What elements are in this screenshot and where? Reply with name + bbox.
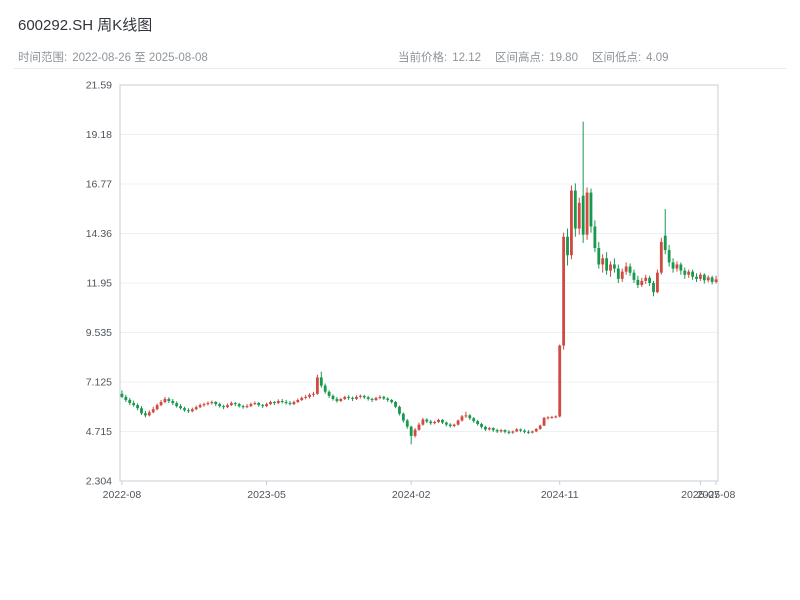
plot-border xyxy=(119,84,719,482)
svg-text:2024-02: 2024-02 xyxy=(392,489,431,501)
candles-layer xyxy=(120,121,718,445)
header-divider xyxy=(14,68,786,69)
svg-text:9.535: 9.535 xyxy=(86,327,112,339)
svg-text:7.125: 7.125 xyxy=(86,377,112,389)
stat-value: 4.09 xyxy=(646,52,669,64)
stat-current-price: 当前价格: 12.12 xyxy=(398,49,481,65)
svg-text:2023-05: 2023-05 xyxy=(247,489,286,501)
page-title: 600292.SH 周K线图 xyxy=(18,17,153,34)
svg-text:4.715: 4.715 xyxy=(86,426,112,438)
gridlines xyxy=(120,133,718,432)
stat-label: 当前价格: xyxy=(398,52,448,64)
x-axis-labels: 2022-08 2023-05 2024-02 2024-11 2025-072025-… xyxy=(103,481,736,501)
svg-text:2024-11: 2024-11 xyxy=(541,489,579,501)
svg-text:2.304: 2.304 xyxy=(86,476,112,488)
stat-range-high: 区间高点: 19.80 xyxy=(495,49,578,65)
svg-text:19.18: 19.18 xyxy=(86,129,112,141)
svg-text:11.95: 11.95 xyxy=(87,277,113,289)
stat-value: 19.80 xyxy=(549,52,578,64)
svg-text:16.77: 16.77 xyxy=(86,178,112,190)
stat-value: 12.12 xyxy=(452,52,481,64)
price-stats: 当前价格: 12.12 区间高点: 19.80 区间低点: 4.09 xyxy=(398,49,669,65)
svg-text:21.59: 21.59 xyxy=(86,80,112,92)
svg-text:2022-08: 2022-08 xyxy=(103,489,142,501)
date-range: 时间范围: 2022-08-26 至 2025-08-08 xyxy=(18,49,208,65)
date-range-label: 时间范围: xyxy=(18,52,68,64)
stat-label: 区间低点: xyxy=(591,52,642,64)
y-axis-labels: 2.304 4.715 7.125 9.535 11.95 14.36 16.77 19.18… xyxy=(86,80,112,488)
date-range-value: 2022-08-26 至 2025-08-08 xyxy=(72,52,208,64)
svg-text:2025-08: 2025-08 xyxy=(697,489,736,501)
svg-text:14.36: 14.36 xyxy=(86,228,112,240)
svg-text:2025-07: 2025-07 xyxy=(681,489,720,501)
stat-range-low: 区间低点: 4.09 xyxy=(592,49,669,65)
stat-label: 区间高点: xyxy=(494,52,545,64)
